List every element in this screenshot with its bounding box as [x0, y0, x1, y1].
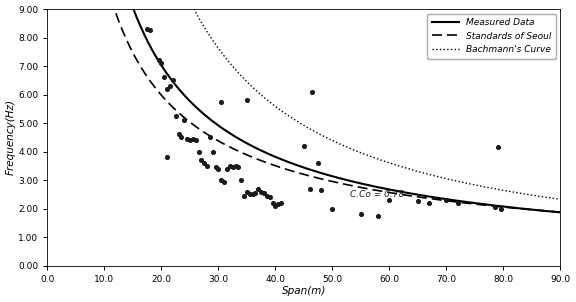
Bachmann's Curve: [348, 147, 355, 151]
Point: [357, 212, 366, 217]
Point: [208, 149, 217, 154]
Point: [185, 138, 195, 143]
Point: [300, 143, 309, 148]
Point: [274, 202, 283, 207]
Line: Standards of Seoul: Standards of Seoul: [104, 0, 560, 212]
Point: [174, 132, 183, 137]
Measured Data: [475, 202, 482, 205]
Point: [254, 186, 263, 191]
Point: [225, 163, 234, 168]
Point: [242, 189, 252, 194]
Point: [328, 206, 337, 211]
Point: [242, 98, 252, 103]
Point: [256, 189, 266, 194]
Point: [425, 201, 434, 205]
Point: [168, 78, 177, 83]
Point: [313, 161, 323, 165]
Point: [217, 99, 226, 104]
Point: [180, 118, 189, 123]
Point: [183, 137, 192, 141]
Point: [234, 165, 243, 170]
Point: [442, 198, 451, 202]
Point: [305, 186, 314, 191]
Measured Data: [557, 210, 564, 214]
X-axis label: Span(m): Span(m): [282, 286, 326, 297]
Point: [276, 201, 286, 205]
Point: [316, 188, 325, 192]
Bachmann's Curve: [317, 133, 324, 137]
Standards of Seoul: [348, 184, 355, 187]
Point: [268, 201, 277, 205]
Point: [162, 155, 172, 160]
Point: [222, 166, 232, 171]
Point: [308, 89, 317, 94]
Point: [490, 205, 499, 210]
Point: [188, 137, 198, 141]
Point: [160, 75, 169, 80]
Point: [453, 201, 463, 205]
Point: [262, 193, 271, 198]
Point: [219, 179, 229, 184]
Standards of Seoul: [475, 203, 482, 206]
Point: [493, 145, 502, 150]
Point: [271, 203, 280, 208]
Point: [202, 163, 211, 168]
Point: [211, 165, 220, 170]
Measured Data: [372, 185, 379, 188]
Bachmann's Curve: [557, 198, 564, 201]
Measured Data: [546, 210, 553, 213]
Standards of Seoul: [372, 188, 379, 192]
Legend: Measured Data, Standards of Seoul, Bachmann's Curve: Measured Data, Standards of Seoul, Bachm…: [427, 14, 556, 59]
Standards of Seoul: [320, 178, 327, 181]
Bachmann's Curve: [475, 184, 482, 187]
Point: [165, 84, 175, 88]
Point: [162, 86, 172, 91]
Point: [414, 199, 423, 204]
Point: [265, 195, 274, 200]
Text: C.Co = 0.78: C.Co = 0.78: [350, 190, 404, 199]
Point: [154, 58, 163, 63]
Bachmann's Curve: [372, 156, 379, 160]
Point: [143, 27, 152, 31]
Line: Bachmann's Curve: Bachmann's Curve: [104, 0, 560, 199]
Standards of Seoul: [546, 209, 553, 213]
Point: [200, 161, 209, 165]
Point: [157, 61, 166, 66]
Point: [496, 206, 505, 211]
Point: [205, 135, 214, 140]
Point: [251, 191, 260, 195]
Bachmann's Curve: [320, 134, 327, 138]
Point: [194, 149, 203, 154]
Standards of Seoul: [557, 210, 564, 214]
Point: [245, 192, 255, 197]
Point: [231, 163, 240, 168]
Point: [228, 165, 237, 170]
Point: [237, 178, 246, 182]
Point: [240, 193, 249, 198]
Point: [177, 135, 186, 140]
Point: [191, 138, 200, 143]
Point: [373, 213, 382, 218]
Y-axis label: Frequency(Hz): Frequency(Hz): [6, 99, 16, 175]
Bachmann's Curve: [546, 196, 553, 200]
Standards of Seoul: [317, 177, 324, 181]
Point: [248, 192, 257, 197]
Measured Data: [317, 171, 324, 175]
Point: [217, 178, 226, 182]
Point: [259, 191, 268, 195]
Point: [214, 166, 223, 171]
Measured Data: [348, 179, 355, 183]
Line: Measured Data: Measured Data: [104, 0, 560, 212]
Point: [146, 28, 155, 33]
Point: [171, 114, 180, 118]
Point: [385, 198, 394, 202]
Measured Data: [320, 172, 327, 176]
Point: [197, 158, 206, 162]
